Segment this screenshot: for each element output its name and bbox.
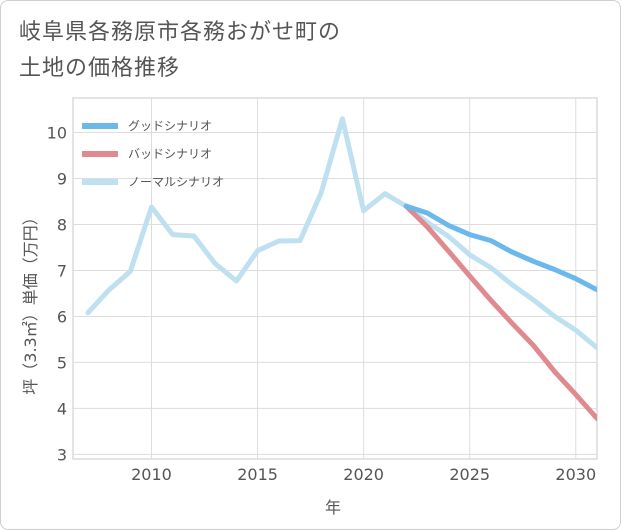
- y-tick-label: 5: [57, 353, 67, 372]
- y-tick-label: 10: [47, 123, 67, 142]
- series-line-bad: [403, 203, 597, 421]
- chart-title-line-1: 岐阜県各務原市各務おがせ町の: [19, 20, 342, 45]
- y-tick-label: 3: [57, 445, 67, 464]
- series-lines: [85, 116, 597, 421]
- y-tick-label: 7: [57, 261, 67, 280]
- x-axis-title: 年: [325, 498, 341, 517]
- y-tick-label: 6: [57, 307, 67, 326]
- x-tick-label: 2020: [343, 465, 384, 484]
- chart-title-line-2: 土地の価格推移: [19, 56, 181, 81]
- series-line-normal: [85, 116, 597, 351]
- y-tick-label: 8: [57, 215, 67, 234]
- y-axis-title: 坪（3.3㎡）単価（万円）: [21, 209, 40, 394]
- series-line-good: [403, 203, 597, 293]
- y-tick-label: 9: [57, 169, 67, 188]
- x-tick-label: 2010: [131, 465, 172, 484]
- y-tick-label: 4: [57, 399, 67, 418]
- x-tick-label: 2030: [555, 465, 596, 484]
- legend-label-normal: ノーマルシナリオ: [128, 175, 224, 189]
- tick-labels: 3 4 5 6 7 8 9 10 2010 2015 2020 2025 2030: [47, 123, 597, 484]
- chart-title: 岐阜県各務原市各務おがせ町の 土地の価格推移: [19, 15, 341, 87]
- legend-label-bad: バッドシナリオ: [128, 147, 212, 161]
- x-tick-label: 2025: [449, 465, 490, 484]
- grid: [72, 97, 598, 460]
- plot-area-border: [72, 97, 598, 460]
- x-tick-label: 2015: [237, 465, 278, 484]
- legend-label-good: グッドシナリオ: [128, 119, 212, 133]
